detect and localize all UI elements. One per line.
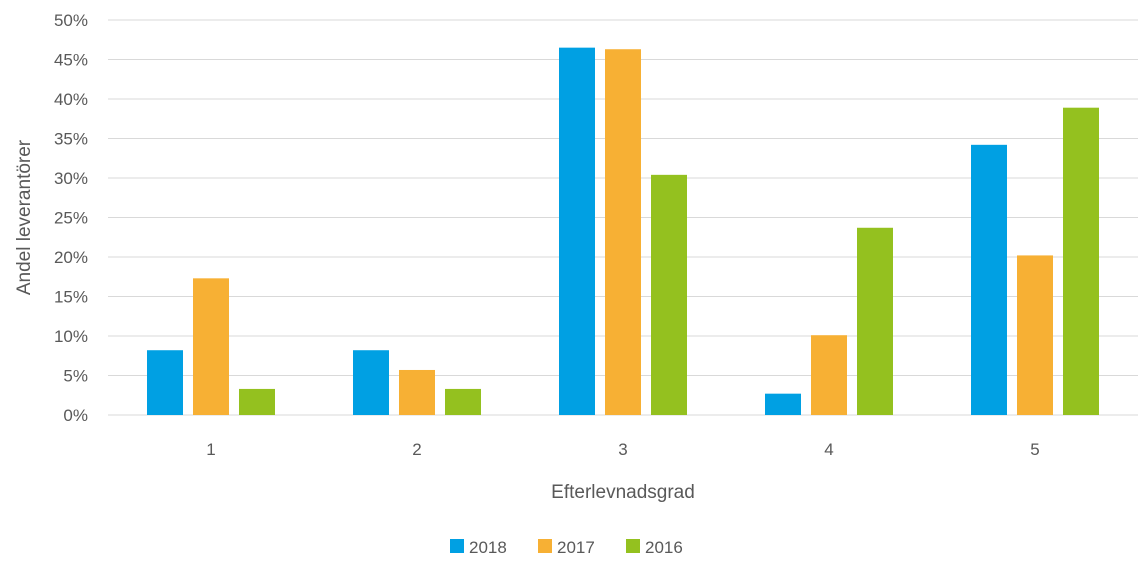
bar-2017-4 — [811, 335, 847, 415]
x-axis-ticks: 1 2 3 4 5 — [206, 440, 1039, 459]
bar-2016-4 — [857, 227, 893, 415]
bar-2017-3 — [605, 49, 641, 415]
y-tick-label: 30% — [54, 169, 88, 188]
y-tick-label: 10% — [54, 327, 88, 346]
y-tick-label: 15% — [54, 288, 88, 307]
bar-2017-2 — [399, 369, 435, 415]
x-tick-label: 2 — [412, 440, 421, 459]
legend-swatch-2016 — [626, 539, 640, 553]
y-axis-ticks: 0% 5% 10% 15% 20% 25% 30% 35% 40% 45% 50% — [54, 11, 88, 425]
bar-2016-2 — [445, 388, 481, 415]
x-tick-label: 4 — [824, 440, 833, 459]
x-tick-label: 5 — [1030, 440, 1039, 459]
y-tick-label: 40% — [54, 90, 88, 109]
y-tick-label: 35% — [54, 130, 88, 149]
bar-2017-5 — [1017, 255, 1053, 415]
legend-label-2016: 2016 — [645, 538, 683, 557]
legend-swatch-2018 — [450, 539, 464, 553]
y-tick-label: 45% — [54, 51, 88, 70]
bar-2016-5 — [1063, 107, 1099, 415]
legend-label-2018: 2018 — [469, 538, 507, 557]
y-tick-label: 50% — [54, 11, 88, 30]
bar-2018-4 — [765, 393, 801, 415]
y-tick-label: 25% — [54, 209, 88, 228]
bar-2016-1 — [239, 388, 275, 415]
x-tick-label: 3 — [618, 440, 627, 459]
x-tick-label: 1 — [206, 440, 215, 459]
y-tick-label: 20% — [54, 248, 88, 267]
bar-2018-3 — [559, 47, 595, 416]
bars — [147, 47, 1099, 416]
bar-2018-2 — [353, 350, 389, 415]
bar-2017-1 — [193, 278, 229, 415]
bar-2018-5 — [971, 144, 1007, 415]
bar-2016-3 — [651, 174, 687, 415]
legend-swatch-2017 — [538, 539, 552, 553]
legend: 2018 2017 2016 — [450, 538, 683, 557]
legend-label-2017: 2017 — [557, 538, 595, 557]
y-tick-label: 0% — [63, 406, 88, 425]
y-axis-title: Andel leverantörer — [14, 139, 35, 295]
bar-2018-1 — [147, 350, 183, 415]
y-tick-label: 5% — [63, 367, 88, 386]
x-axis-title: Efterlevnadsgrad — [551, 482, 695, 503]
